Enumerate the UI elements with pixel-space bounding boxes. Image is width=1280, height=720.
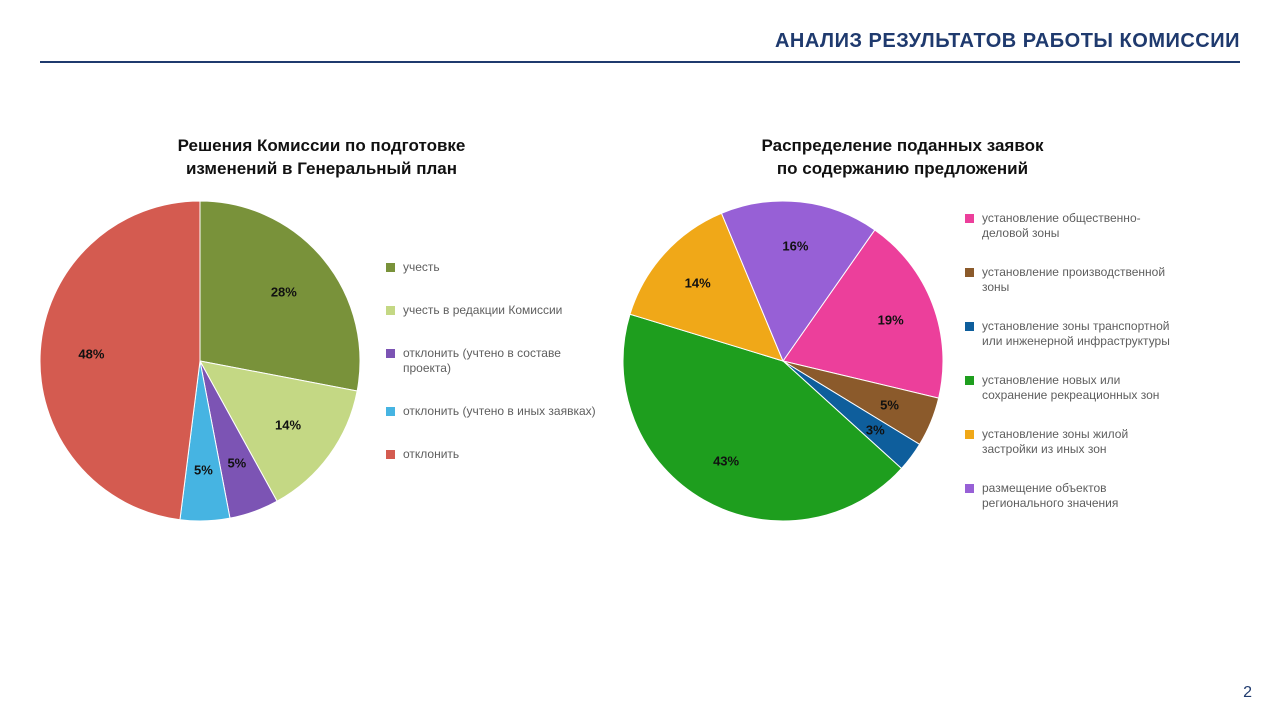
page-number: 2 — [1243, 684, 1252, 702]
legend-label: установление производственной зоны — [982, 265, 1182, 295]
chart-left-title: Решения Комиссии по подготовке изменений… — [178, 135, 466, 181]
legend-label: установление общественно-деловой зоны — [982, 211, 1182, 241]
legend-swatch — [386, 450, 395, 459]
pie-slice-label: 5% — [194, 462, 213, 477]
legend-item: установление новых или сохранение рекреа… — [965, 373, 1182, 403]
legend-label: учесть — [403, 260, 440, 275]
legend-item: отклонить (учтено в иных заявках) — [386, 404, 603, 419]
legend-swatch — [965, 214, 974, 223]
pie-slice-label: 3% — [866, 422, 885, 437]
legend-swatch — [965, 430, 974, 439]
pie-slice-label: 16% — [782, 239, 808, 254]
chart-left-legend: учесть учесть в редакции Комиссии отклонит… — [386, 260, 603, 462]
pie-slice-label: 14% — [275, 417, 301, 432]
legend-swatch — [965, 376, 974, 385]
chart-left-pie: 28% 14% 5% 5% 48% — [40, 201, 360, 521]
legend-swatch — [965, 484, 974, 493]
pie-slice — [40, 201, 200, 520]
legend-item: учесть — [386, 260, 603, 275]
legend-label: установление новых или сохранение рекреа… — [982, 373, 1182, 403]
legend-swatch — [386, 349, 395, 358]
legend-item: установление зоны транспортной или инжен… — [965, 319, 1182, 349]
chart-right: Распределение поданных заявок по содержа… — [623, 135, 1182, 521]
pie-slice-label: 43% — [713, 454, 739, 469]
legend-swatch — [386, 306, 395, 315]
legend-label: отклонить (учтено в иных заявках) — [403, 404, 596, 419]
legend-swatch — [386, 407, 395, 416]
chart-right-legend: установление общественно-деловой зоны уст… — [965, 211, 1182, 511]
page-header: АНАЛИЗ РЕЗУЛЬТАТОВ РАБОТЫ КОМИССИИ — [40, 30, 1240, 63]
chart-right-pie: 19% 5% 3% 43% 14% 16% — [623, 201, 943, 521]
legend-item: учесть в редакции Комиссии — [386, 303, 603, 318]
legend-label: установление зоны жилой застройки из ины… — [982, 427, 1182, 457]
charts-container: Решения Комиссии по подготовке изменений… — [40, 135, 1260, 521]
legend-item: установление зоны жилой застройки из ины… — [965, 427, 1182, 457]
legend-swatch — [965, 322, 974, 331]
legend-label: отклонить (учтено в составе проекта) — [403, 346, 603, 376]
pie-slice-label: 19% — [878, 312, 904, 327]
legend-label: отклонить — [403, 447, 459, 462]
legend-label: размещение объектов регионального значен… — [982, 481, 1182, 511]
legend-swatch — [965, 268, 974, 277]
chart-right-title: Распределение поданных заявок по содержа… — [762, 135, 1044, 181]
legend-item: установление производственной зоны — [965, 265, 1182, 295]
legend-item: отклонить (учтено в составе проекта) — [386, 346, 603, 376]
chart-left-row: 28% 14% 5% 5% 48% учесть учесть в редакции Ко… — [40, 201, 603, 521]
pie-slice-label: 48% — [78, 347, 104, 362]
chart-right-row: 19% 5% 3% 43% 14% 16% установление общественн… — [623, 201, 1182, 521]
pie-slice-label: 28% — [271, 284, 297, 299]
legend-swatch — [386, 263, 395, 272]
pie-slice-label: 5% — [227, 456, 246, 471]
legend-label: учесть в редакции Комиссии — [403, 303, 562, 318]
chart-left: Решения Комиссии по подготовке изменений… — [40, 135, 603, 521]
header-divider — [40, 61, 1240, 63]
legend-item: установление общественно-деловой зоны — [965, 211, 1182, 241]
legend-label: установление зоны транспортной или инжен… — [982, 319, 1182, 349]
legend-item: отклонить — [386, 447, 603, 462]
pie-slice-label: 5% — [880, 397, 899, 412]
pie-slice-label: 14% — [685, 276, 711, 291]
page-title: АНАЛИЗ РЕЗУЛЬТАТОВ РАБОТЫ КОМИССИИ — [40, 30, 1240, 53]
legend-item: размещение объектов регионального значен… — [965, 481, 1182, 511]
